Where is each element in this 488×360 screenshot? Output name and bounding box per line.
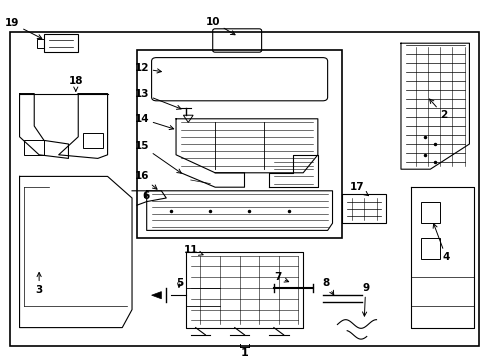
Text: 2: 2 — [428, 99, 447, 120]
Text: 11: 11 — [183, 245, 203, 255]
Text: 16: 16 — [134, 171, 157, 189]
Bar — [10, 32, 478, 346]
Text: 3: 3 — [36, 273, 42, 295]
Text: 6: 6 — [142, 191, 149, 201]
Text: 19: 19 — [5, 18, 41, 39]
Text: 10: 10 — [205, 17, 235, 35]
Bar — [83, 133, 102, 148]
Text: 5: 5 — [176, 278, 183, 288]
Text: 17: 17 — [349, 182, 368, 196]
Bar — [342, 194, 386, 223]
Bar — [37, 39, 44, 48]
Text: 18: 18 — [68, 76, 83, 91]
Text: 12: 12 — [134, 63, 161, 73]
Text: 9: 9 — [361, 283, 368, 316]
Polygon shape — [151, 292, 161, 299]
Text: 1: 1 — [240, 348, 248, 358]
Text: 4: 4 — [432, 224, 449, 262]
Text: 8: 8 — [322, 278, 333, 295]
Text: 7: 7 — [273, 272, 288, 282]
Text: 15: 15 — [134, 141, 181, 173]
Text: 14: 14 — [134, 114, 173, 130]
Text: 13: 13 — [134, 89, 181, 109]
Bar — [44, 34, 78, 52]
Bar — [137, 50, 342, 238]
Bar — [420, 238, 439, 259]
Bar — [24, 140, 44, 155]
Bar — [420, 202, 439, 223]
